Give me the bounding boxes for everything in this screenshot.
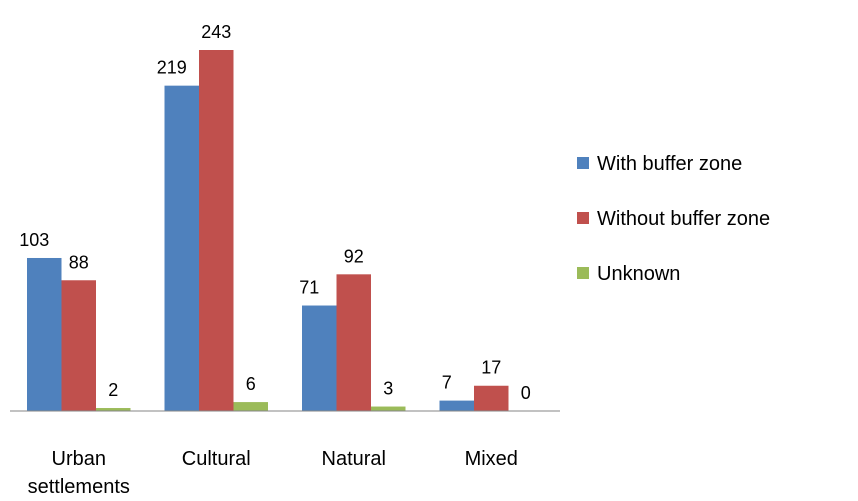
data-label: 71 — [299, 278, 319, 298]
data-label: 17 — [481, 358, 501, 378]
x-tick-label: Cultural — [181, 448, 251, 470]
bar — [164, 85, 199, 411]
bar — [61, 280, 96, 411]
x-tick-label: Urban settlements — [27, 448, 130, 498]
data-label: 3 — [383, 379, 393, 399]
data-label: 6 — [246, 374, 256, 394]
x-tick-label: Mixed — [464, 448, 518, 470]
bar — [96, 408, 131, 411]
x-tick-label: Natural — [321, 448, 386, 470]
bar — [336, 274, 371, 411]
legend-swatch — [577, 212, 589, 224]
legend-swatch — [577, 267, 589, 279]
data-label: 243 — [201, 22, 231, 42]
bar — [474, 385, 509, 411]
data-label: 103 — [19, 230, 49, 250]
bar — [199, 50, 234, 411]
legend-label: Without buffer zone — [597, 208, 770, 230]
bar — [27, 257, 62, 411]
bar — [302, 305, 337, 411]
data-label: 88 — [69, 252, 89, 272]
legend-label: Unknown — [597, 263, 680, 285]
data-label: 7 — [442, 373, 452, 393]
data-label: 92 — [344, 246, 364, 266]
bar — [371, 406, 406, 411]
legend-label: With buffer zone — [597, 153, 742, 175]
data-label: 2 — [108, 380, 118, 400]
bar — [233, 402, 268, 411]
legend-swatch — [577, 157, 589, 169]
data-label: 219 — [157, 58, 187, 78]
data-label: 0 — [521, 383, 531, 403]
bar — [439, 400, 474, 411]
